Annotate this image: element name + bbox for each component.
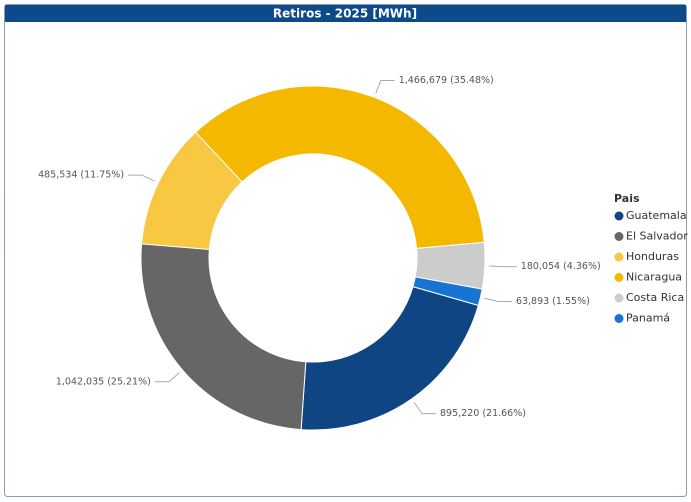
data-label: 895,220 (21.66%) bbox=[440, 408, 526, 419]
leader-line bbox=[488, 265, 517, 268]
legend-marker bbox=[614, 293, 624, 303]
slice bbox=[140, 243, 307, 431]
leader-line bbox=[375, 79, 395, 94]
legend-label: Honduras bbox=[626, 250, 679, 263]
legend-title: Pais bbox=[614, 192, 640, 205]
leader-line bbox=[484, 297, 512, 302]
frame bbox=[4, 4, 687, 497]
data-label: 485,534 (11.75%) bbox=[38, 170, 124, 181]
leader-line bbox=[413, 401, 437, 415]
data-label: 63,893 (1.55%) bbox=[516, 296, 590, 307]
data-label: 180,054 (4.36%) bbox=[521, 261, 601, 272]
data-label: 1,466,679 (35.48%) bbox=[399, 75, 494, 86]
legend-marker bbox=[614, 273, 624, 282]
slice bbox=[300, 286, 479, 431]
title-bar bbox=[5, 5, 686, 22]
legend-label: Nicaragua bbox=[626, 271, 682, 284]
data-label: 1,042,035 (25.21%) bbox=[56, 376, 151, 387]
leader-line bbox=[154, 372, 180, 383]
legend-label: Panamá bbox=[626, 312, 670, 325]
legend-label: El Salvador bbox=[626, 230, 688, 243]
slice bbox=[195, 85, 485, 250]
legend-marker bbox=[614, 232, 624, 241]
legend-label: Guatemala bbox=[626, 209, 687, 222]
chart-title: Retiros - 2025 [MWh] bbox=[273, 7, 417, 21]
legend-label: Costa Rica bbox=[626, 291, 684, 304]
leader-line bbox=[128, 174, 155, 182]
legend-marker bbox=[614, 211, 624, 221]
legend-marker bbox=[614, 314, 624, 323]
slice bbox=[412, 276, 483, 307]
legend-marker bbox=[614, 252, 624, 262]
